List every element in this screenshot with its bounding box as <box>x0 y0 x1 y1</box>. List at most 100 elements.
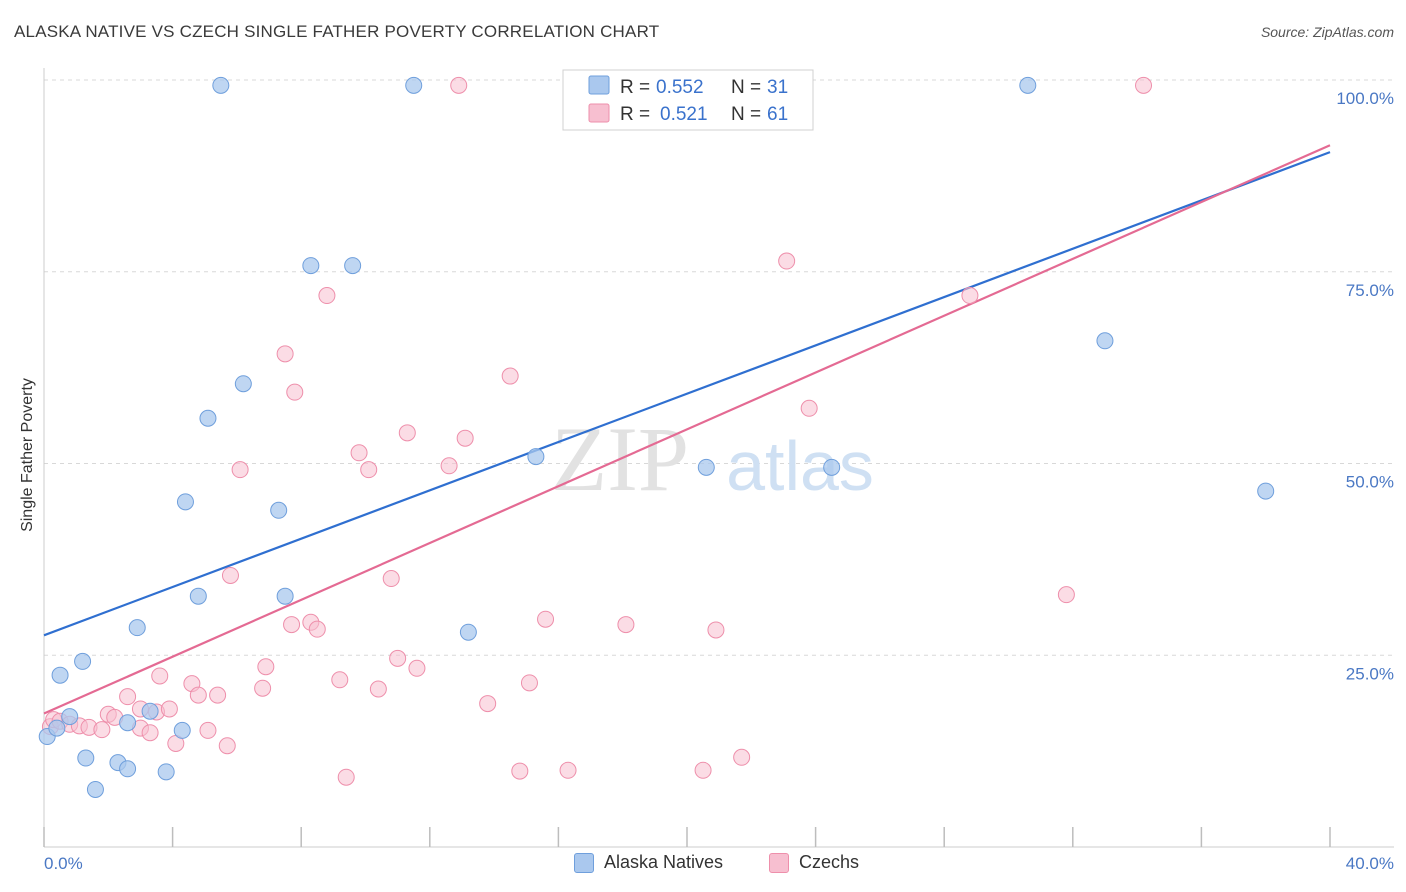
point-pink <box>733 748 751 766</box>
watermark: ZIP atlas <box>551 408 874 510</box>
stats-r-label-blue: R = <box>620 77 650 98</box>
x-tick-labels: 0.0% 40.0% <box>44 854 1394 873</box>
point-blue <box>405 76 423 94</box>
point-blue <box>173 721 191 739</box>
point-pink <box>141 724 159 742</box>
y-tick-label-2: 75.0% <box>1346 281 1394 300</box>
point-blue <box>51 666 69 684</box>
point-pink <box>1057 586 1075 604</box>
point-blue <box>276 587 294 605</box>
source-credit: Source: ZipAtlas.com <box>1260 24 1394 40</box>
point-pink <box>511 762 529 780</box>
point-pink <box>189 686 207 704</box>
stats-r-value-blue: 0.552 <box>656 77 704 98</box>
point-blue <box>119 714 137 732</box>
point-pink <box>559 761 577 779</box>
trend-line-blue <box>43 151 1331 637</box>
legend-label-alaska-natives: Alaska Natives <box>604 852 724 872</box>
point-pink <box>209 686 227 704</box>
point-pink <box>617 616 635 634</box>
point-pink <box>1135 76 1153 94</box>
point-blue <box>77 749 95 767</box>
point-pink <box>389 649 407 667</box>
point-blue <box>527 448 545 466</box>
trend-lines <box>43 144 1331 715</box>
stats-n-value-pink: 61 <box>767 104 788 125</box>
point-pink <box>286 383 304 401</box>
y-tick-label-1: 50.0% <box>1346 473 1394 492</box>
point-blue <box>86 780 104 798</box>
point-pink <box>800 399 818 417</box>
axes <box>43 68 1394 848</box>
point-blue <box>189 587 207 605</box>
point-blue <box>234 375 252 393</box>
point-blue <box>48 719 66 737</box>
point-pink <box>199 721 217 739</box>
point-pink <box>257 658 275 676</box>
point-blue <box>212 76 230 94</box>
point-pink <box>254 679 272 697</box>
point-blue <box>176 493 194 511</box>
point-blue <box>302 257 320 275</box>
stats-swatch-pink <box>588 103 610 123</box>
point-pink <box>479 695 497 713</box>
gridlines <box>44 79 1394 656</box>
point-pink <box>331 671 349 689</box>
y-tick-label-3: 100.0% <box>1336 89 1394 108</box>
point-blue <box>1257 482 1275 500</box>
chart-title: ALASKA NATIVE VS CZECH SINGLE FATHER POV… <box>14 22 660 41</box>
point-blue <box>157 763 175 781</box>
x-tick-label-min: 0.0% <box>44 854 83 873</box>
stats-n-label-blue: N = <box>731 77 761 98</box>
point-blue <box>1019 76 1037 94</box>
point-blue <box>74 652 92 670</box>
point-blue <box>270 501 288 519</box>
point-pink <box>537 610 555 628</box>
legend-item-czechs[interactable]: Czechs <box>769 852 859 873</box>
point-blue <box>128 619 146 637</box>
point-pink <box>218 737 236 755</box>
y-tick-labels: 25.0% 50.0% 75.0% 100.0% <box>1336 89 1394 683</box>
point-pink <box>501 367 519 385</box>
legend-swatch-pink <box>769 852 789 873</box>
point-pink <box>520 674 538 692</box>
x-tick-label-max: 40.0% <box>1346 854 1394 873</box>
stats-swatch-blue <box>588 75 610 95</box>
point-pink <box>450 76 468 94</box>
legend-swatch-blue <box>574 852 594 873</box>
y-tick-label-0: 25.0% <box>1346 664 1394 683</box>
trend-line-pink <box>43 144 1331 715</box>
point-pink <box>694 761 712 779</box>
point-blue <box>697 458 715 476</box>
stats-r-value-pink: 0.521 <box>660 104 708 125</box>
point-pink <box>119 688 137 706</box>
point-pink <box>231 461 249 479</box>
point-pink <box>160 700 178 718</box>
point-pink <box>360 461 378 479</box>
point-pink <box>283 616 301 634</box>
point-pink <box>308 620 326 638</box>
point-pink <box>440 457 458 475</box>
stats-legend: R = 0.552 N = 31 R = 0.521 N = 61 <box>562 69 814 131</box>
point-pink <box>408 659 426 677</box>
legend-label-czechs: Czechs <box>799 852 860 872</box>
point-pink <box>221 566 239 584</box>
legend-item-alaska-natives[interactable]: Alaska Natives <box>574 852 723 873</box>
point-pink <box>350 444 368 462</box>
point-pink <box>961 287 979 305</box>
point-pink <box>398 424 416 442</box>
point-blue <box>1096 332 1114 350</box>
point-blue <box>344 257 362 275</box>
point-pink <box>369 680 387 698</box>
bottom-legend: Alaska Natives Czechs <box>0 852 1406 878</box>
point-pink <box>456 429 474 447</box>
point-pink <box>93 721 111 739</box>
point-pink <box>318 287 336 305</box>
stats-n-label-pink: N = <box>731 104 761 125</box>
point-blue <box>823 458 841 476</box>
point-pink <box>778 252 796 270</box>
stats-r-label-pink: R = <box>620 104 650 125</box>
point-pink <box>151 667 169 685</box>
point-blue <box>119 760 137 778</box>
